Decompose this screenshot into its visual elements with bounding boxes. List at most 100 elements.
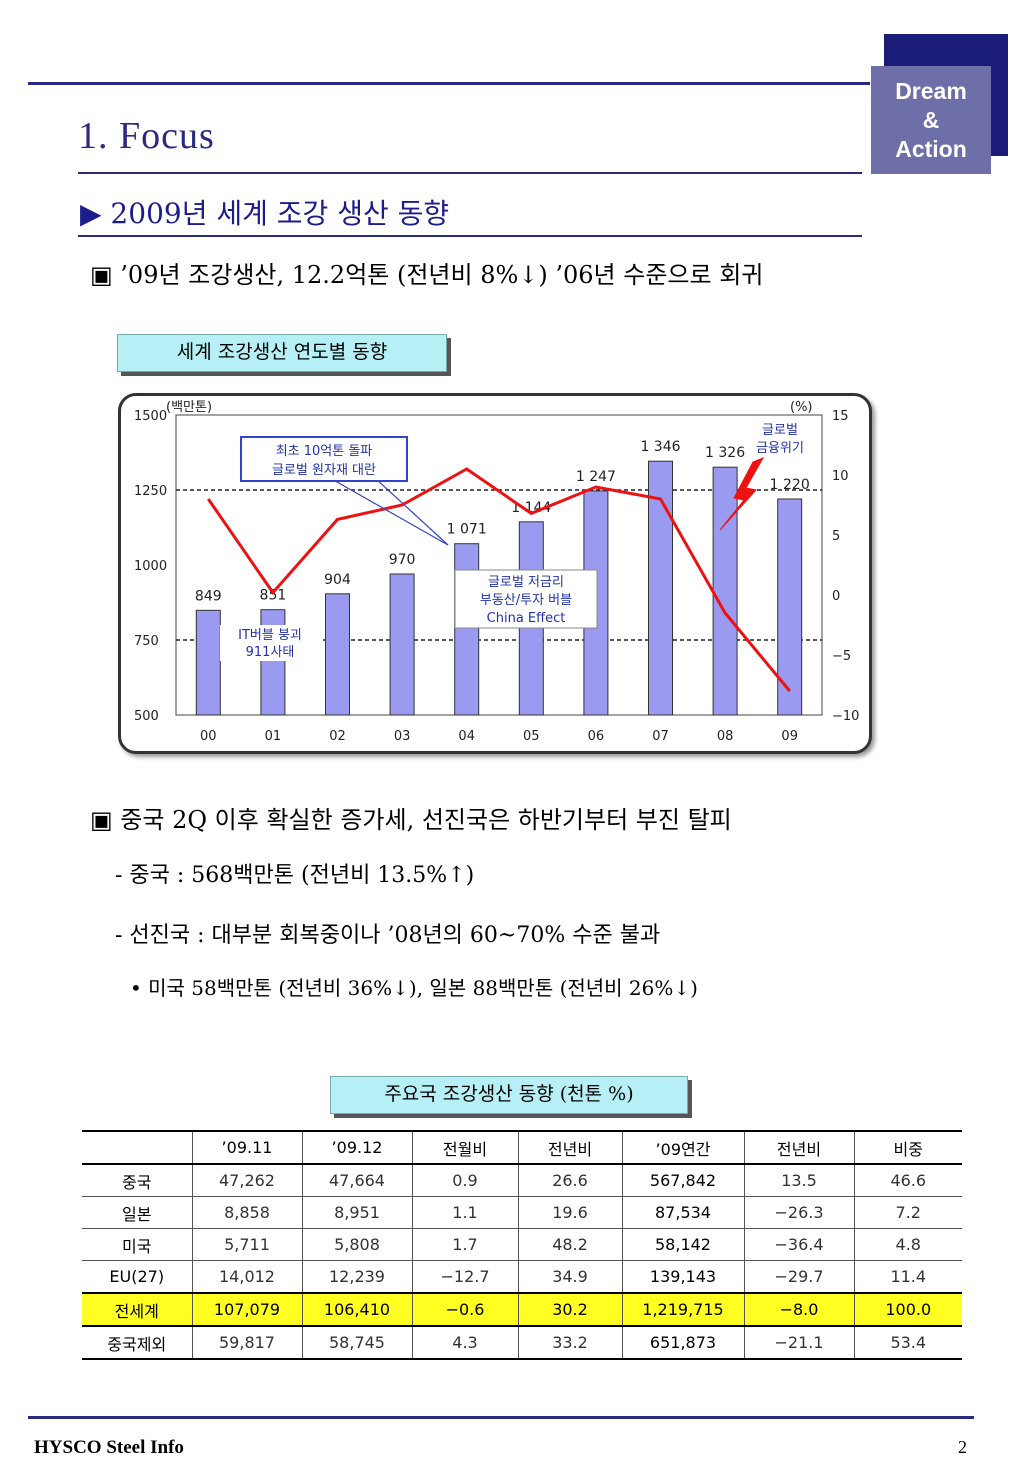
- table-cell: 30.2: [517, 1292, 622, 1327]
- table-cell: 58,745: [301, 1326, 412, 1360]
- bar: [195, 609, 221, 716]
- x-tick-label: 02: [329, 729, 346, 744]
- table-cell: 34.9: [517, 1260, 622, 1294]
- table-row: 미국 5,711 5,808 1.7 48.2 58,142 −36.4 4.8: [82, 1228, 962, 1261]
- table-cell: 19.6: [517, 1196, 622, 1229]
- x-tick-label: 09: [781, 729, 798, 744]
- table-header: ’09연간: [621, 1130, 744, 1165]
- y2-tick-label: 5: [832, 529, 840, 544]
- y2-tick-label: −10: [832, 709, 859, 724]
- table-cell: 5,808: [301, 1228, 412, 1261]
- table-cell: 8,858: [191, 1196, 302, 1229]
- annotation-box: [220, 625, 320, 661]
- table-cell: 59,817: [191, 1326, 302, 1360]
- table-cell: 53.4: [853, 1326, 962, 1360]
- y2-tick-label: 0: [832, 589, 840, 604]
- annotation-box: [240, 436, 408, 482]
- annotation-text: 최초 10억톤 돌파: [276, 444, 373, 459]
- table-header: 전년비: [743, 1130, 854, 1165]
- table-header-row: ’09.11 ’09.12 전월비 전년비 ’09연간 전년비 비중: [82, 1130, 962, 1165]
- table-cell: 139,143: [621, 1260, 744, 1294]
- table-cell: 11.4: [853, 1260, 962, 1294]
- y2-tick-label: 10: [832, 469, 849, 484]
- y2-axis-label: (%): [790, 400, 813, 415]
- table-cell: −29.7: [743, 1260, 854, 1294]
- table-cell: −0.6: [411, 1292, 518, 1327]
- table-cell: 100.0: [853, 1292, 962, 1327]
- y-tick-label: 750: [134, 634, 159, 649]
- table-label: 주요국 조강생산 동향 (천톤 %): [330, 1076, 688, 1114]
- table-cell: 567,842: [621, 1164, 744, 1197]
- table-cell: 58,142: [621, 1228, 744, 1261]
- bar-value-label: 904: [324, 572, 351, 588]
- x-tick-label: 05: [523, 729, 540, 744]
- table-row: 전세계 107,079 106,410 −0.6 30.2 1,219,715 −8.0 10…: [82, 1292, 962, 1327]
- table-cell: −8.0: [743, 1292, 854, 1327]
- table-header: 전월비: [411, 1130, 518, 1165]
- table-cell: 1.1: [411, 1196, 518, 1229]
- table-cell: 46.6: [853, 1164, 962, 1197]
- sub-item-us-japan: • 미국 58백만톤 (전년비 36%↓), 일본 88백만톤 (전년비 26%…: [130, 976, 698, 1000]
- bar-value-label: 1 247: [576, 469, 616, 485]
- annotation-text: 글로벌 저금리: [488, 575, 564, 590]
- annotation-text: 글로벌 원자재 대란: [272, 463, 376, 478]
- table-cell: 107,079: [191, 1292, 302, 1327]
- page-number: 2: [958, 1437, 967, 1457]
- bar-value-label: 849: [195, 588, 222, 604]
- x-tick-label: 08: [717, 729, 734, 744]
- table-cell: −12.7: [411, 1260, 518, 1294]
- row-label: 미국: [82, 1228, 192, 1261]
- table-cell: −26.3: [743, 1196, 854, 1229]
- section-heading: ▶ 2009년 세계 조강 생산 동향: [80, 197, 450, 230]
- dream-action-badge: Dream & Action: [871, 66, 991, 174]
- y2-tick-label: −5: [832, 649, 851, 664]
- bar: [389, 573, 415, 716]
- section-underline: [78, 235, 862, 237]
- row-label: EU(27): [82, 1260, 192, 1294]
- y-tick-label: 500: [134, 709, 159, 724]
- title-underline: [78, 172, 862, 174]
- annotation-text: IT버블 붕괴: [238, 628, 302, 643]
- table-cell: 13.5: [743, 1164, 854, 1197]
- footer-title: HYSCO Steel Info: [34, 1437, 184, 1458]
- row-label: 전세계: [82, 1292, 192, 1327]
- bullet-2: ▣ 중국 2Q 이후 확실한 증가세, 선진국은 하반기부터 부진 탈피: [90, 806, 732, 834]
- row-label: 중국: [82, 1164, 192, 1197]
- badge-line-2: &: [922, 106, 940, 133]
- table-cell: 14,012: [191, 1260, 302, 1294]
- annotation-text: 부동산/투자 버블: [480, 593, 572, 608]
- table-cell: −21.1: [743, 1326, 854, 1360]
- bar: [648, 460, 673, 716]
- plot-area: [175, 414, 823, 716]
- table-row: 일본 8,858 8,951 1.1 19.6 87,534 −26.3 7.2: [82, 1196, 962, 1229]
- x-tick-label: 00: [200, 729, 217, 744]
- table-row: 중국 47,262 47,664 0.9 26.6 567,842 13.5 46.6: [82, 1164, 962, 1197]
- table-cell: 12,239: [301, 1260, 412, 1294]
- sub-item-china: - 중국 : 568백만톤 (전년비 13.5%↑): [115, 863, 475, 888]
- table-header: [82, 1130, 192, 1165]
- table-cell: 4.8: [853, 1228, 962, 1261]
- callout-line: [374, 477, 449, 546]
- bar: [712, 466, 738, 716]
- badge-line-3: Action: [895, 135, 967, 162]
- bar: [454, 543, 480, 716]
- bullet-1: ▣ ’09년 조강생산, 12.2억톤 (전년비 8%↓) ’06년 수준으로 …: [90, 261, 764, 289]
- table-header: 비중: [853, 1130, 962, 1165]
- table-cell: 1,219,715: [621, 1292, 744, 1327]
- table-row: 중국제외 59,817 58,745 4.3 33.2 651,873 −21.1 53.4: [82, 1326, 962, 1360]
- row-label: 일본: [82, 1196, 192, 1229]
- x-tick-label: 03: [394, 729, 411, 744]
- table-cell: 5,711: [191, 1228, 302, 1261]
- table-cell: 87,534: [621, 1196, 744, 1229]
- y-tick-label: 1250: [134, 484, 167, 499]
- badge-line-1: Dream: [895, 77, 967, 104]
- table-cell: 26.6: [517, 1164, 622, 1197]
- bar-value-label: 1 346: [640, 439, 680, 455]
- bar: [325, 593, 350, 716]
- table-cell: 8,951: [301, 1196, 412, 1229]
- x-tick-label: 06: [588, 729, 605, 744]
- table-cell: 47,664: [301, 1164, 412, 1197]
- y-tick-label: 1000: [134, 559, 167, 574]
- table-header: 전년비: [517, 1130, 622, 1165]
- table-cell: 1.7: [411, 1228, 518, 1261]
